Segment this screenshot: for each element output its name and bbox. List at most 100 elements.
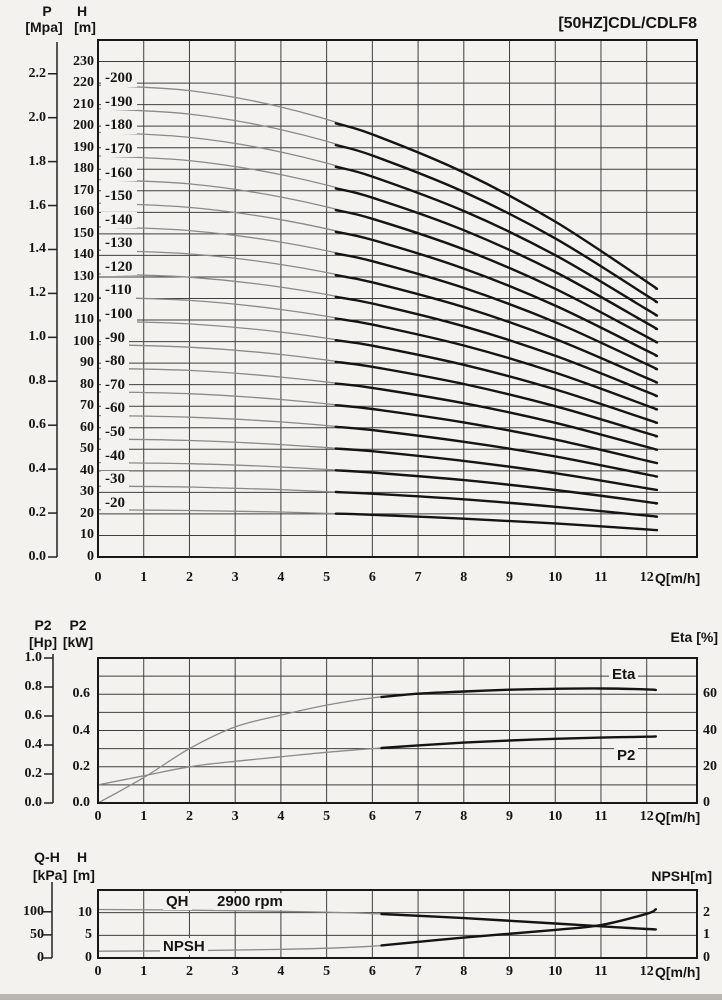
npsh-tick: 2	[703, 904, 710, 920]
stage-label-100: -100	[101, 306, 137, 323]
h-tick: 170	[73, 182, 94, 198]
q-tick: 7	[414, 570, 422, 585]
p-tick: 0.8	[28, 373, 47, 389]
curve--120-bold	[334, 295, 659, 398]
h-tick: 100	[73, 333, 94, 349]
curve--100-bold	[334, 339, 659, 425]
qh-axis-name: Q-H	[34, 849, 60, 865]
kw-tick: 0.6	[72, 686, 91, 702]
h-tick: 40	[80, 462, 94, 478]
curve--80-bold	[334, 382, 659, 451]
h-tick: 200	[73, 118, 94, 134]
kw-tick: 0.0	[72, 795, 91, 810]
curve--180-bold	[334, 165, 659, 317]
q-tick: 11	[594, 809, 608, 824]
curve--40-bold	[334, 469, 659, 505]
p-axis-unit: [Mpa]	[25, 19, 63, 35]
h-tick: 120	[73, 290, 94, 306]
h-tick: 230	[73, 53, 94, 69]
curve--150-thin	[97, 202, 658, 357]
q-tick: 9	[506, 809, 514, 824]
h-tick: 160	[73, 204, 94, 220]
stage-label-90: -90	[101, 329, 129, 347]
q-tick: 12	[639, 809, 654, 824]
stage-label-130: -130	[101, 235, 137, 252]
stage-label-40: -40	[101, 447, 129, 465]
stage-label-180: -180	[101, 117, 137, 134]
h-tick: 60	[80, 419, 94, 435]
hq-frame	[97, 39, 698, 558]
hq-curves	[97, 84, 659, 532]
curve--60-bold	[334, 425, 659, 478]
h-tick: 70	[80, 398, 94, 414]
npsh-curves	[97, 908, 657, 952]
curve--60-thin	[97, 414, 658, 478]
stage-label-110: -110	[101, 282, 136, 299]
kpa-tick: 50	[30, 926, 44, 942]
npsh-tick: 1	[703, 927, 710, 943]
h-tick: 210	[73, 96, 94, 112]
p-tick: 0.4	[28, 461, 47, 477]
p2kw-axis-name: P2	[69, 617, 87, 633]
q-tick: 2	[185, 809, 193, 824]
q-tick: 11	[594, 964, 608, 979]
stage-label-200: -200	[101, 70, 137, 87]
p-tick: 1.2	[28, 285, 47, 301]
p2hp-axis-name: P2	[34, 617, 52, 633]
h-tick: 30	[80, 484, 94, 500]
q-tick: 0	[94, 809, 102, 824]
eta-axis-label: Eta [%]	[670, 629, 718, 645]
npsh-frame	[97, 889, 698, 959]
stage-label-70: -70	[101, 376, 129, 394]
q-axis-label-bot: Q[m/h]	[655, 964, 701, 980]
q-tick: 6	[368, 809, 376, 824]
q-tick: 3	[231, 964, 239, 979]
curve-Eta-bold	[380, 687, 657, 699]
h-tick: 90	[80, 355, 94, 371]
stage-label-30: -30	[101, 471, 129, 488]
p2hp-axis-unit: [Hp]	[29, 634, 57, 650]
chart-title: [50HZ]CDL/CDLF8	[558, 15, 697, 32]
eta-curve-label: Eta	[609, 666, 639, 684]
curve--110-bold	[334, 317, 659, 411]
curve-P2-bold	[380, 735, 657, 750]
hp-tick: 0.6	[24, 708, 43, 723]
q-tick: 11	[594, 570, 608, 585]
scan-edge	[0, 994, 722, 1000]
h-tick: 150	[73, 225, 94, 241]
stage-label-140: -140	[101, 211, 137, 229]
curve--150-bold	[334, 230, 659, 358]
kpa-tick: 0	[37, 950, 44, 965]
curve--170-bold	[334, 187, 659, 331]
curve--200-thin	[97, 84, 658, 290]
q-axis-label-top: Q[m/h]	[655, 570, 701, 586]
curve--90-bold	[334, 360, 659, 438]
q-tick: 8	[460, 964, 468, 979]
q-tick: 4	[277, 809, 285, 824]
h-tick: 0	[87, 549, 94, 564]
stage-label-150: -150	[101, 188, 137, 205]
npsh-tick: 0	[703, 950, 710, 965]
p-tick: 1.8	[28, 153, 47, 169]
eta-tick: 20	[703, 758, 717, 774]
q-tick: 5	[323, 809, 331, 824]
hq-grid	[97, 39, 697, 558]
stage-label-170: -170	[101, 140, 137, 158]
npsh-curve-label: NPSH	[160, 938, 208, 956]
q-tick: 7	[414, 809, 422, 824]
h-tick: 220	[73, 75, 94, 91]
q-tick: 10	[548, 809, 563, 824]
q-tick: 4	[277, 570, 285, 585]
hp-tick: 0.8	[24, 679, 43, 694]
curve-QH-bold	[380, 912, 657, 931]
p-tick: 0.0	[28, 549, 47, 564]
h-tick: 20	[80, 505, 94, 521]
curve--20-thin	[97, 509, 658, 531]
stage-label-120: -120	[101, 258, 137, 276]
q-tick: 1	[140, 809, 148, 824]
kpa-tick: 100	[23, 903, 44, 919]
p-tick: 2.2	[28, 65, 47, 81]
curve--40-thin	[97, 461, 658, 505]
q-tick: 5	[323, 964, 331, 979]
